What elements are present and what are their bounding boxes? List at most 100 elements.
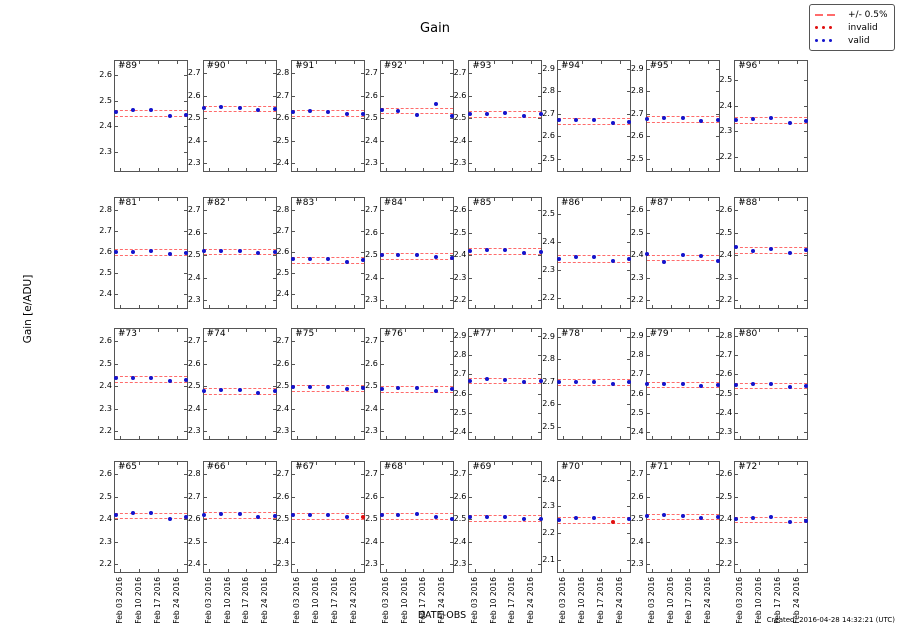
tick-mark bbox=[316, 61, 318, 64]
y-tick-label: 2.4 bbox=[187, 559, 201, 569]
y-tick-label: 2.3 bbox=[453, 158, 467, 168]
data-point bbox=[184, 250, 189, 255]
tick-mark bbox=[227, 569, 229, 572]
tick-mark bbox=[292, 541, 296, 543]
tick-mark bbox=[804, 80, 808, 82]
tick-mark bbox=[582, 329, 584, 332]
y-tick-label: 2.2 bbox=[542, 528, 555, 537]
plot-id-label: #68 bbox=[383, 462, 403, 472]
y-tick-label: 2.2 bbox=[630, 295, 644, 305]
tick-mark bbox=[361, 564, 365, 566]
data-point bbox=[573, 255, 578, 260]
tick-mark bbox=[670, 436, 672, 439]
tick-mark bbox=[139, 61, 141, 64]
tick-mark bbox=[184, 541, 187, 543]
tick-mark bbox=[265, 198, 267, 201]
data-point bbox=[361, 111, 366, 116]
tick-mark bbox=[297, 61, 299, 64]
y-tick-label: 2.7 bbox=[187, 205, 201, 215]
y-tick-label: 2.6 bbox=[630, 491, 644, 501]
data-point bbox=[788, 120, 793, 125]
y-tick-label: 2.7 bbox=[453, 68, 467, 78]
tick-mark bbox=[184, 519, 187, 521]
tick-mark bbox=[361, 95, 365, 97]
tick-mark bbox=[558, 269, 561, 271]
tick-mark bbox=[203, 300, 207, 302]
tick-mark bbox=[184, 341, 187, 343]
data-point bbox=[167, 251, 172, 256]
tick-mark bbox=[380, 210, 384, 212]
y-tick-label: 2.5 bbox=[276, 381, 290, 391]
x-date-label: Feb 24 2016 bbox=[703, 577, 713, 624]
y-tick-label: 2.5 bbox=[542, 421, 555, 431]
tick-mark bbox=[386, 61, 388, 64]
tick-mark bbox=[538, 374, 542, 376]
plot-id-label: #67 bbox=[295, 462, 315, 472]
tick-mark bbox=[316, 305, 318, 308]
tick-mark bbox=[115, 474, 118, 476]
data-point bbox=[627, 120, 632, 125]
tick-mark bbox=[272, 519, 276, 521]
tick-mark bbox=[316, 168, 318, 171]
subplot-88: #88 2.2 2.3 2.4 2.5 2.6 bbox=[719, 197, 809, 309]
y-tick-label: 2.7 bbox=[365, 205, 378, 215]
data-point bbox=[715, 118, 720, 123]
tick-mark bbox=[689, 569, 691, 572]
tick-mark bbox=[759, 168, 761, 171]
x-date-label: Feb 10 2016 bbox=[665, 577, 675, 624]
tick-mark bbox=[297, 462, 299, 465]
tick-mark bbox=[493, 462, 495, 465]
tick-mark bbox=[735, 232, 739, 234]
tick-mark bbox=[334, 436, 336, 439]
tick-mark bbox=[246, 436, 248, 439]
plot-id-label: #65 bbox=[118, 462, 137, 472]
tick-mark bbox=[115, 496, 118, 498]
subplot-67: #67 2.3 2.4 2.5 2.6 2.7 Feb 03 2016 Feb 10 2016… bbox=[276, 461, 366, 624]
tick-mark bbox=[646, 277, 650, 279]
tick-mark bbox=[361, 408, 365, 410]
plot-id-label: #90 bbox=[206, 61, 226, 71]
y-tick-label: 2.3 bbox=[719, 536, 733, 546]
x-date-label: Feb 03 2016 bbox=[381, 577, 391, 624]
data-point bbox=[449, 387, 454, 392]
tick-mark bbox=[469, 432, 473, 434]
tick-mark bbox=[272, 363, 276, 365]
tick-mark bbox=[442, 168, 444, 171]
tick-mark bbox=[469, 355, 473, 357]
x-date-label: Feb 24 2016 bbox=[525, 577, 535, 624]
tick-mark bbox=[361, 363, 365, 365]
subplot-65: #65 2.2 2.3 2.4 2.5 2.6 Feb 03 2016 Feb 10 2016… bbox=[99, 461, 189, 624]
data-point bbox=[522, 380, 527, 385]
tick-mark bbox=[380, 474, 384, 476]
data-point bbox=[610, 121, 615, 126]
tick-mark bbox=[297, 569, 299, 572]
plot-id-label: #82 bbox=[206, 198, 226, 208]
x-date-label: Feb 24 2016 bbox=[437, 577, 447, 624]
x-date-label: Feb 17 2016 bbox=[595, 577, 605, 624]
tick-mark bbox=[735, 277, 739, 279]
tick-mark bbox=[120, 436, 122, 439]
tick-mark bbox=[796, 329, 798, 332]
tick-mark bbox=[334, 305, 336, 308]
data-point bbox=[202, 249, 207, 254]
tick-mark bbox=[469, 541, 473, 543]
y-tick-label: 2.4 bbox=[630, 250, 644, 260]
y-tick-label: 2.5 bbox=[99, 268, 112, 278]
tick-mark bbox=[759, 305, 761, 308]
tick-mark bbox=[265, 61, 267, 64]
tick-mark bbox=[627, 297, 630, 299]
tick-mark bbox=[380, 564, 384, 566]
data-point bbox=[256, 107, 261, 112]
tick-mark bbox=[735, 496, 739, 498]
y-tick-label: 2.5 bbox=[719, 388, 733, 398]
tick-mark bbox=[272, 95, 276, 97]
subplot-92: #92 2.3 2.4 2.5 2.6 2.7 bbox=[365, 60, 454, 172]
tick-mark bbox=[715, 335, 719, 337]
y-tick-label: 2.7 bbox=[276, 225, 290, 235]
tick-mark bbox=[689, 168, 691, 171]
tick-mark bbox=[563, 462, 565, 465]
data-point bbox=[769, 116, 774, 121]
data-point bbox=[272, 107, 277, 112]
y-tick-label: 2.9 bbox=[542, 63, 555, 73]
tick-mark bbox=[563, 61, 565, 64]
